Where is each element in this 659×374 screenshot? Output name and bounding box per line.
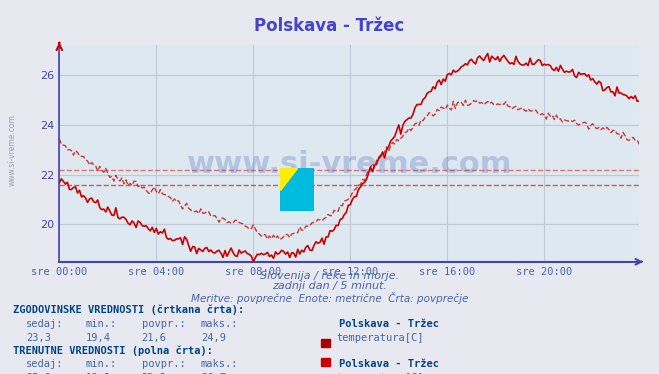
Bar xyxy=(321,358,330,366)
Text: min.:: min.: xyxy=(86,319,117,329)
Text: Polskava - Tržec: Polskava - Tržec xyxy=(339,359,440,369)
Text: ZGODOVINSKE VREDNOSTI (črtkana črta):: ZGODOVINSKE VREDNOSTI (črtkana črta): xyxy=(13,305,244,315)
Text: temperatura[C]: temperatura[C] xyxy=(336,333,424,343)
Text: Slovenija / reke in morje.: Slovenija / reke in morje. xyxy=(260,271,399,281)
Text: min.:: min.: xyxy=(86,359,117,369)
Text: 21,6: 21,6 xyxy=(142,333,167,343)
Polygon shape xyxy=(280,168,297,190)
Text: Polskava - Tržec: Polskava - Tržec xyxy=(254,17,405,35)
Text: 26,7: 26,7 xyxy=(201,373,226,374)
Text: 19,4: 19,4 xyxy=(86,333,111,343)
Text: sedaj:: sedaj: xyxy=(26,319,64,329)
Text: TRENUTNE VREDNOSTI (polna črta):: TRENUTNE VREDNOSTI (polna črta): xyxy=(13,346,213,356)
Text: 25,0: 25,0 xyxy=(26,373,51,374)
Text: povpr.:: povpr.: xyxy=(142,319,185,329)
Text: maks.:: maks.: xyxy=(201,359,239,369)
Text: Polskava - Tržec: Polskava - Tržec xyxy=(339,319,440,329)
Text: maks.:: maks.: xyxy=(201,319,239,329)
Polygon shape xyxy=(280,168,314,211)
Text: Meritve: povprečne  Enote: metrične  Črta: povprečje: Meritve: povprečne Enote: metrične Črta:… xyxy=(191,292,468,304)
Text: sedaj:: sedaj: xyxy=(26,359,64,369)
Text: www.si-vreme.com: www.si-vreme.com xyxy=(186,150,512,179)
Polygon shape xyxy=(280,168,297,190)
Text: temperatura[C]: temperatura[C] xyxy=(336,373,424,374)
Text: povpr.:: povpr.: xyxy=(142,359,185,369)
Polygon shape xyxy=(280,168,314,211)
Text: www.si-vreme.com: www.si-vreme.com xyxy=(8,114,17,186)
Bar xyxy=(321,339,330,347)
Text: 23,3: 23,3 xyxy=(26,333,51,343)
Polygon shape xyxy=(280,168,314,211)
Text: 22,2: 22,2 xyxy=(142,373,167,374)
Text: 18,8: 18,8 xyxy=(86,373,111,374)
Polygon shape xyxy=(280,168,297,190)
Text: zadnji dan / 5 minut.: zadnji dan / 5 minut. xyxy=(272,281,387,291)
Text: 24,9: 24,9 xyxy=(201,333,226,343)
